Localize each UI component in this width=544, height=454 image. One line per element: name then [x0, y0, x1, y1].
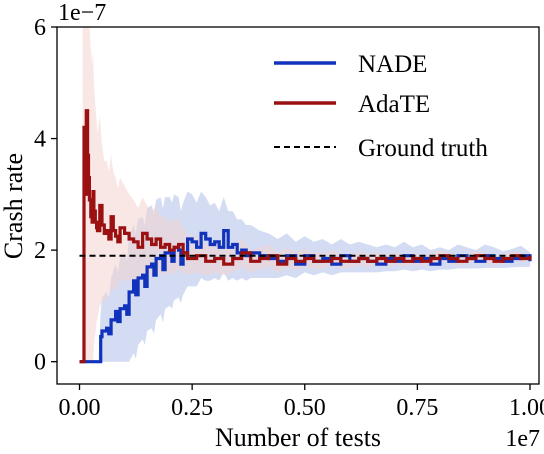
- legend-label-adate: AdaTE: [358, 91, 430, 118]
- series-line-adate: [79, 109, 532, 364]
- axes: 0.00 0.25 0.50 0.75 1.00 0 2 4 6: [34, 15, 544, 421]
- y-tick-label: 2: [34, 238, 46, 264]
- confidence-bands: [79, 27, 530, 362]
- band-nade: [79, 191, 530, 362]
- plot-frame: [56, 26, 540, 385]
- series-lines: [79, 109, 532, 364]
- x-tick-label: 0.00: [59, 395, 101, 421]
- x-tick-label: 0.50: [284, 395, 326, 421]
- y-tick-label: 4: [34, 127, 46, 153]
- x-axis-label: Number of tests: [215, 423, 381, 452]
- y-scale-text: 1e−7: [58, 0, 106, 26]
- y-axis-label: Crash rate: [0, 153, 28, 259]
- series-line-nade: [79, 229, 532, 364]
- x-tick-label: 1.00: [509, 395, 544, 421]
- legend-label-ground-truth: Ground truth: [358, 135, 488, 162]
- x-scale-text: 1e7: [505, 426, 540, 452]
- legend: NADE AdaTE Ground truth: [274, 51, 488, 162]
- legend-label-nade: NADE: [358, 51, 427, 78]
- x-tick-label: 0.75: [396, 395, 438, 421]
- x-tick-label: 0.25: [171, 395, 213, 421]
- y-tick-label: 6: [34, 15, 46, 41]
- y-tick-label: 0: [34, 350, 46, 376]
